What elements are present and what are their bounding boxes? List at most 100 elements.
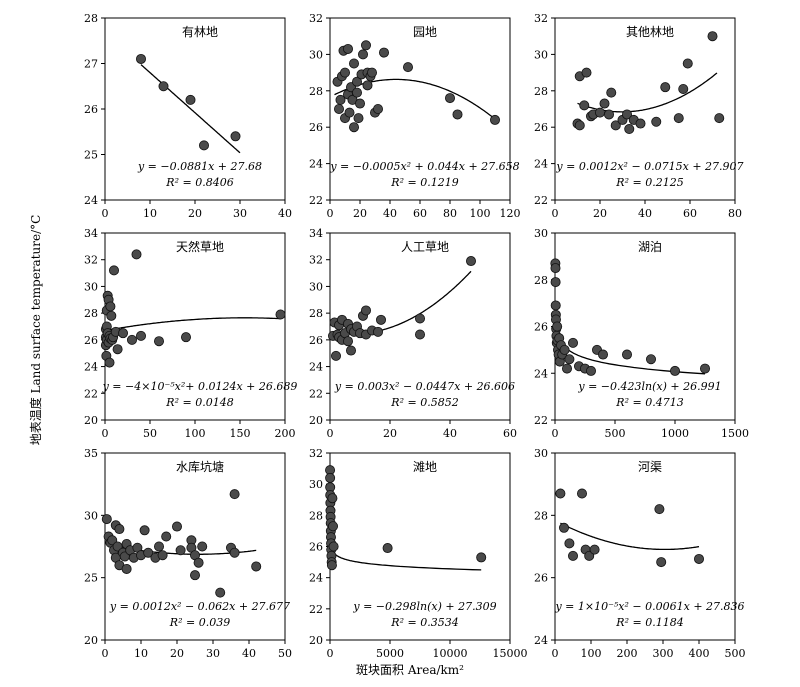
data-point xyxy=(678,83,689,94)
y-tick-label: 28 xyxy=(84,12,98,25)
scatter-panel-2: 22 24 26 28 30 32 0 20 40 60 80 100 120 园地 y = −0.0005… xyxy=(309,12,521,220)
data-point xyxy=(564,354,575,365)
data-point xyxy=(171,521,182,532)
x-tick-label: 120 xyxy=(500,207,521,220)
scatter-panel-8: 20 22 24 26 28 30 32 0 5000 10000 15000 滩地 y = −0.29… xyxy=(309,447,528,660)
x-tick-label: 60 xyxy=(413,207,427,220)
data-point xyxy=(105,301,116,312)
y-tick-label: 22 xyxy=(309,603,323,616)
x-tick-label: 200 xyxy=(275,427,296,440)
data-point xyxy=(682,58,693,69)
data-point xyxy=(345,345,356,356)
data-point xyxy=(452,109,463,120)
fit-equation: y = 1×10⁻⁵x² − 0.0061x + 27.836 xyxy=(554,600,744,613)
data-point xyxy=(552,321,563,332)
y-tick-label: 30 xyxy=(309,478,323,491)
data-point xyxy=(595,107,606,118)
data-point xyxy=(354,98,365,109)
panel-title: 其他林地 xyxy=(626,25,674,39)
scatter-panel-7: 20 25 30 35 0 10 20 30 40 50 水库坑塘 y = 0.0012x² − 0.… xyxy=(84,447,292,660)
data-point xyxy=(414,329,425,340)
data-point xyxy=(372,104,383,115)
data-point xyxy=(325,472,336,483)
x-tick-label: 100 xyxy=(581,647,602,660)
data-point xyxy=(330,350,341,361)
x-tick-label: 40 xyxy=(638,207,652,220)
data-point xyxy=(714,113,725,124)
y-tick-label: 30 xyxy=(309,48,323,61)
data-point xyxy=(118,328,129,339)
data-point xyxy=(230,131,241,142)
data-point xyxy=(326,560,337,571)
data-point xyxy=(465,256,476,267)
data-point xyxy=(339,67,350,78)
x-tick-label: 100 xyxy=(470,207,491,220)
panel-title: 有林地 xyxy=(182,25,218,39)
panel-title: 天然草地 xyxy=(176,239,224,254)
data-point xyxy=(550,263,561,274)
y-tick-label: 22 xyxy=(309,387,323,400)
fit-r-squared: R² = 0.1184 xyxy=(615,616,683,629)
data-point xyxy=(121,563,132,574)
data-point xyxy=(251,561,262,572)
data-point xyxy=(610,120,621,131)
x-tick-label: 150 xyxy=(230,427,251,440)
y-tick-label: 30 xyxy=(534,48,548,61)
y-tick-label: 30 xyxy=(84,509,98,522)
data-point xyxy=(598,349,609,360)
data-point xyxy=(606,87,617,98)
x-tick-label: 40 xyxy=(278,207,292,220)
x-tick-label: 20 xyxy=(188,207,202,220)
x-tick-label: 300 xyxy=(653,647,674,660)
y-tick-label: 24 xyxy=(309,572,323,585)
data-point xyxy=(342,336,353,347)
panel-title: 水库坑塘 xyxy=(176,459,224,474)
data-point xyxy=(550,300,561,311)
data-point xyxy=(599,98,610,109)
panel-title: 河渠 xyxy=(638,460,662,474)
panel-title: 人工草地 xyxy=(401,240,449,254)
fit-equation: y = 0.0012x² − 0.062x + 27.677 xyxy=(109,600,290,613)
x-tick-label: 40 xyxy=(443,427,457,440)
y-tick-label: 20 xyxy=(84,414,98,427)
x-tick-label: 40 xyxy=(383,207,397,220)
scatter-panel-5: 20 22 24 26 28 30 32 34 0 20 40 60 人工草地 y = 0.003x² −… xyxy=(309,227,517,440)
x-tick-label: 30 xyxy=(206,647,220,660)
data-point xyxy=(622,109,633,120)
y-tick-label: 28 xyxy=(84,307,98,320)
data-point xyxy=(654,504,665,515)
panel-title: 园地 xyxy=(413,25,437,39)
data-point xyxy=(348,122,359,133)
data-point xyxy=(333,104,344,115)
data-point xyxy=(357,49,368,60)
y-axis-title: 地表温度 Land surface temperature/°C xyxy=(28,215,43,446)
y-tick-label: 22 xyxy=(84,387,98,400)
y-tick-label: 26 xyxy=(309,121,323,134)
trend-line xyxy=(334,78,496,120)
panel-title: 湖泊 xyxy=(638,239,662,254)
data-point xyxy=(489,114,500,125)
data-point xyxy=(153,541,164,552)
trend-line xyxy=(577,72,718,113)
x-tick-label: 20 xyxy=(353,207,367,220)
x-tick-label: 80 xyxy=(443,207,457,220)
fit-equation: y = 0.0012x² − 0.0715x + 27.907 xyxy=(555,160,743,173)
trend-line xyxy=(140,64,241,154)
data-point xyxy=(568,337,579,348)
x-tick-label: 0 xyxy=(102,427,109,440)
data-point xyxy=(109,265,120,276)
data-point xyxy=(589,544,600,555)
x-tick-label: 20 xyxy=(170,647,184,660)
data-point xyxy=(366,67,377,78)
y-tick-label: 26 xyxy=(84,334,98,347)
x-tick-label: 1500 xyxy=(721,427,749,440)
y-tick-label: 32 xyxy=(534,12,548,25)
y-tick-label: 30 xyxy=(534,227,548,240)
x-tick-label: 0 xyxy=(102,207,109,220)
data-point xyxy=(604,109,615,120)
scatter-panel-6: 22 24 26 28 30 0 500 1000 1500 湖泊 y = −0.423ln(x) … xyxy=(534,227,749,440)
data-point xyxy=(581,67,592,78)
y-tick-label: 34 xyxy=(309,227,323,240)
y-tick-label: 28 xyxy=(534,85,548,98)
y-tick-label: 35 xyxy=(84,447,98,460)
